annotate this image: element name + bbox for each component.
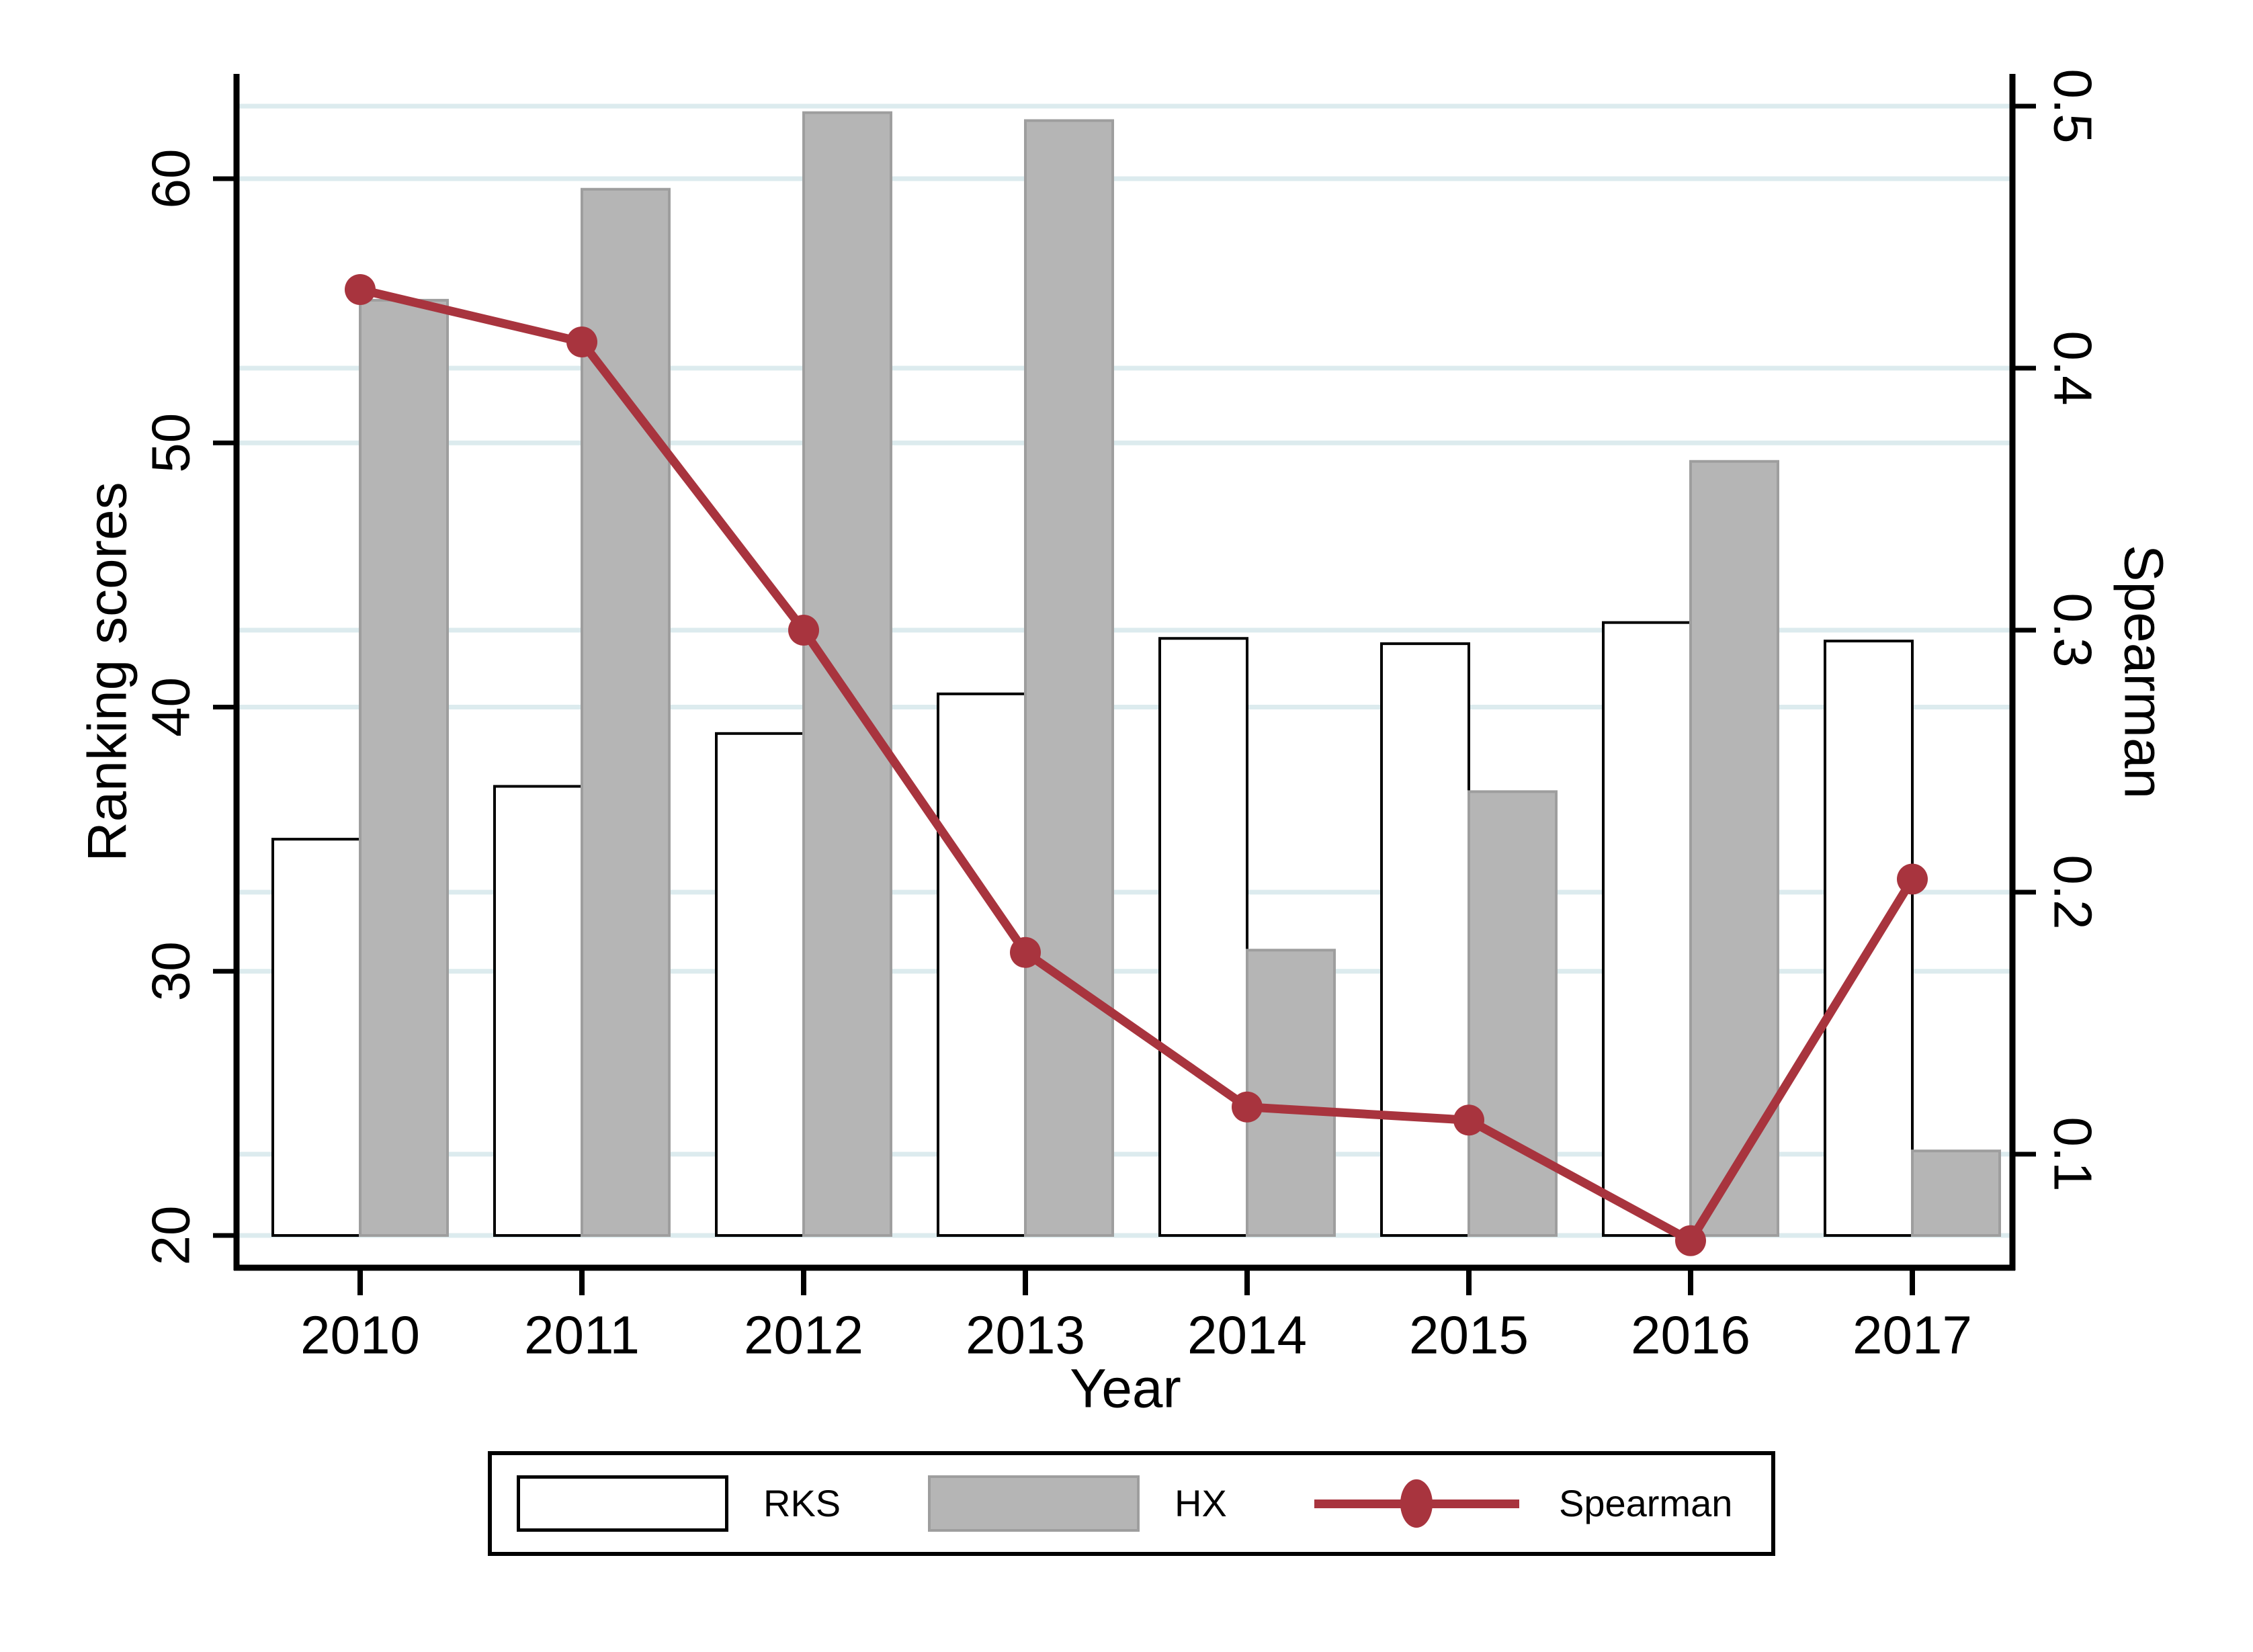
x-tick-label: 2015 xyxy=(1409,1305,1529,1365)
legend-label-hx: HX xyxy=(1175,1482,1227,1524)
rks-bar-2011 xyxy=(493,785,583,1237)
spearman-line xyxy=(359,285,1916,1247)
y-tick-label: 60 xyxy=(141,149,201,209)
x-tick-label: 2011 xyxy=(524,1305,640,1365)
spearman-point-2011 xyxy=(566,327,597,357)
y-tick-label: 40 xyxy=(141,677,201,737)
chart-generated: 20 30 40 50 60 0.1 0.2 0.3 0.4 0.5 2010 2011 2012 201… xyxy=(141,69,2103,1364)
rks-bar-2016 xyxy=(1602,621,1692,1237)
rks-bar-2012 xyxy=(715,732,805,1237)
y2-tick-label: 0.4 xyxy=(2043,331,2103,405)
rks-bar-2013 xyxy=(937,692,1027,1237)
spearman-point-2017 xyxy=(1897,863,1928,895)
rks-bar-2015 xyxy=(1380,642,1470,1237)
spearman-point-2012 xyxy=(788,615,819,646)
spearman-point-2015 xyxy=(1453,1104,1484,1136)
y2-tick-label: 0.1 xyxy=(2043,1117,2103,1191)
legend: RKS HX Spearman xyxy=(488,1451,1775,1556)
hx-swatch xyxy=(928,1475,1140,1532)
hx-bar-2012 xyxy=(802,111,892,1237)
y-tick-label: 30 xyxy=(141,941,201,1001)
y-axis-title: Ranking scores xyxy=(77,482,138,861)
x-tick-label: 2010 xyxy=(300,1305,420,1365)
spearman-point-2013 xyxy=(1010,937,1041,968)
rks-bar-2010 xyxy=(271,838,362,1237)
hx-bar-2016 xyxy=(1689,460,1779,1237)
rks-bar-2014 xyxy=(1158,637,1248,1237)
y2-tick-label: 0.5 xyxy=(2043,69,2103,143)
legend-label-rks: RKS xyxy=(763,1482,841,1524)
y-tick-label: 50 xyxy=(141,413,201,473)
y2-tick-label: 0.2 xyxy=(2043,855,2103,929)
rks-bar-2017 xyxy=(1824,640,1914,1237)
x-tick-label: 2017 xyxy=(1853,1305,1972,1365)
hx-bar-2014 xyxy=(1246,949,1336,1237)
hx-bar-2013 xyxy=(1024,119,1114,1237)
y2-tick-label: 0.3 xyxy=(2043,593,2103,667)
hx-bar-2017 xyxy=(1911,1149,2001,1237)
y2-axis-title: Spearman xyxy=(2113,545,2174,799)
spearman-point-2014 xyxy=(1232,1091,1263,1123)
spearman-point-2010 xyxy=(345,274,376,305)
rks-swatch xyxy=(517,1475,728,1532)
legend-label-spearman: Spearman xyxy=(1559,1482,1733,1524)
hx-bar-2010 xyxy=(359,298,449,1237)
y-tick-label: 20 xyxy=(141,1206,201,1266)
spearman-point-2016 xyxy=(1675,1225,1706,1256)
x-axis-title: Year xyxy=(1070,1358,1181,1420)
x-tick-label: 2014 xyxy=(1187,1305,1307,1365)
spearman-marker-icon xyxy=(1400,1479,1433,1528)
hx-bar-2015 xyxy=(1468,790,1558,1237)
x-tick-label: 2013 xyxy=(966,1305,1085,1365)
x-tick-label: 2012 xyxy=(744,1305,863,1365)
x-tick-label: 2016 xyxy=(1631,1305,1750,1365)
